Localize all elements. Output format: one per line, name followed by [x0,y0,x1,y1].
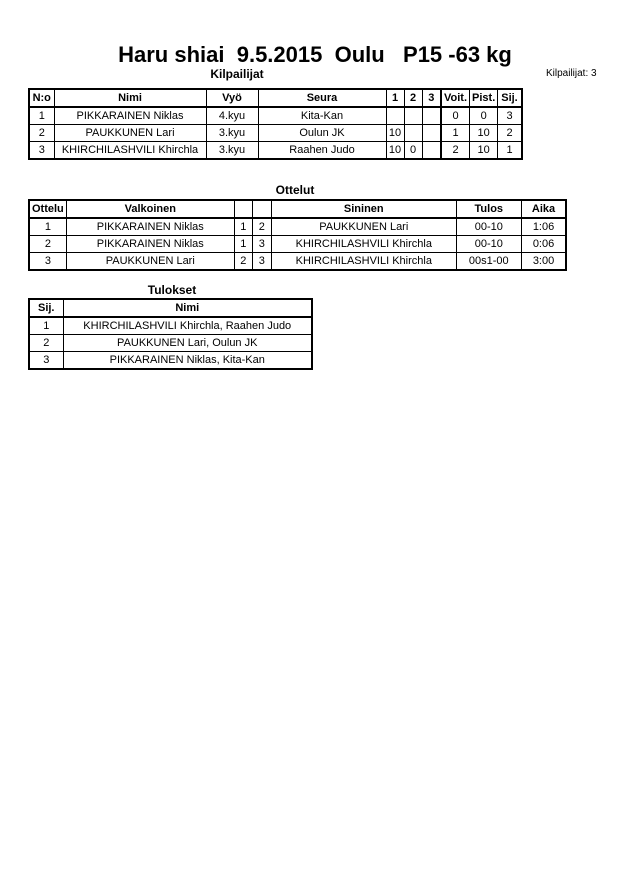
cell-valkoinen: PIKKARAINEN Niklas [65,235,235,253]
column-header-pist: Pist. [469,88,499,108]
cell-sininen: KHIRCHILASHVILI Khirchla [270,235,457,253]
cell-voit: 2 [440,141,471,160]
tulokset-header-row: Sij. Nimi [28,298,313,318]
table-row: 3 KHIRCHILASHVILI Khirchla 3.kyu Raahen … [28,141,523,160]
column-header-nimi: Nimi [53,88,207,108]
cell-round2: 0 [403,141,423,160]
column-header-round1: 1 [385,88,405,108]
column-header-round2: 2 [403,88,423,108]
cell-round3 [421,106,442,125]
tulokset-heading: Tulokset [147,283,197,297]
ottelut-header-row: Ottelu Valkoinen Sininen Tulos Aika [28,199,567,219]
column-header-tulos: Tulos [455,199,522,219]
cell-nimi: KHIRCHILASHVILI Khirchla [53,141,207,160]
cell-sij: 2 [28,334,64,352]
ottelut-table: Ottelu Valkoinen Sininen Tulos Aika 1 PI… [28,199,568,271]
cell-sij: 2 [497,124,523,142]
cell-pist: 10 [469,141,499,160]
table-row: 1 KHIRCHILASHVILI Khirchla, Raahen Judo [28,316,313,335]
column-header-voit: Voit. [440,88,471,108]
cell-blue-no: 2 [251,217,272,236]
cell-aika: 1:06 [520,217,567,236]
column-header-aika: Aika [520,199,567,219]
cell-blue-no: 3 [251,235,272,253]
column-header-ottelu: Ottelu [28,199,67,219]
table-row: 1 PIKKARAINEN Niklas 4.kyu Kita-Kan 0 0 … [28,106,523,125]
competitors-count-label: Kilpailijat: 3 [546,68,597,79]
cell-nimi: PAUKKUNEN Lari [53,124,207,142]
column-header-sininen: Sininen [270,199,457,219]
cell-voit: 1 [440,124,471,142]
tulokset-table: Sij. Nimi 1 KHIRCHILASHVILI Khirchla, Ra… [28,298,313,370]
cell-round3 [421,141,442,160]
cell-vyo: 4.kyu [205,106,259,125]
table-row: 2 PAUKKUNEN Lari 3.kyu Oulun JK 10 1 10 … [28,124,523,142]
cell-white-no: 1 [233,217,253,236]
page-title: Haru shiai 9.5.2015 Oulu P15 -63 kg [118,42,512,67]
kilpailijat-header-row: N:o Nimi Vyö Seura 1 2 3 Voit. Pist. Sij… [28,88,523,108]
table-row: 2 PAUKKUNEN Lari, Oulun JK [28,334,313,352]
cell-round2 [403,106,423,125]
cell-valkoinen: PAUKKUNEN Lari [65,252,235,271]
cell-no: 2 [28,124,55,142]
cell-pist: 0 [469,106,499,125]
cell-ottelu: 2 [28,235,67,253]
ottelut-heading: Ottelut [275,183,315,197]
cell-seura: Oulun JK [257,124,387,142]
column-header-nimi: Nimi [62,298,313,318]
cell-tulos: 00-10 [455,217,522,236]
cell-aika: 0:06 [520,235,567,253]
cell-white-no: 1 [233,235,253,253]
cell-round1: 10 [385,124,405,142]
cell-valkoinen: PIKKARAINEN Niklas [65,217,235,236]
cell-nimi: PIKKARAINEN Niklas, Kita-Kan [62,351,313,370]
cell-pist: 10 [469,124,499,142]
cell-ottelu: 1 [28,217,67,236]
column-header-sij: Sij. [28,298,64,318]
cell-round1 [385,106,405,125]
cell-vyo: 3.kyu [205,141,259,160]
column-header-vyo: Vyö [205,88,259,108]
column-header-sij: Sij. [497,88,523,108]
cell-sininen: KHIRCHILASHVILI Khirchla [270,252,457,271]
column-header-valkoinen: Valkoinen [65,199,235,219]
cell-vyo: 3.kyu [205,124,259,142]
cell-tulos: 00-10 [455,235,522,253]
column-header-white-no [233,199,253,219]
cell-aika: 3:00 [520,252,567,271]
cell-no: 3 [28,141,55,160]
table-row: 3 PIKKARAINEN Niklas, Kita-Kan [28,351,313,370]
cell-sij: 1 [497,141,523,160]
cell-sij: 3 [497,106,523,125]
column-header-seura: Seura [257,88,387,108]
table-row: 1 PIKKARAINEN Niklas 1 2 PAUKKUNEN Lari … [28,217,567,236]
cell-no: 1 [28,106,55,125]
cell-round1: 10 [385,141,405,160]
kilpailijat-heading: Kilpailijat [210,67,264,81]
cell-blue-no: 3 [251,252,272,271]
column-header-blue-no [251,199,272,219]
cell-seura: Raahen Judo [257,141,387,160]
cell-ottelu: 3 [28,252,67,271]
cell-round3 [421,124,442,142]
cell-sij: 3 [28,351,64,370]
kilpailijat-table: N:o Nimi Vyö Seura 1 2 3 Voit. Pist. Sij… [28,88,523,160]
cell-voit: 0 [440,106,471,125]
cell-round2 [403,124,423,142]
cell-nimi: KHIRCHILASHVILI Khirchla, Raahen Judo [62,316,313,335]
cell-nimi: PAUKKUNEN Lari, Oulun JK [62,334,313,352]
column-header-no: N:o [28,88,55,108]
column-header-round3: 3 [421,88,442,108]
cell-sininen: PAUKKUNEN Lari [270,217,457,236]
cell-seura: Kita-Kan [257,106,387,125]
table-row: 3 PAUKKUNEN Lari 2 3 KHIRCHILASHVILI Khi… [28,252,567,271]
cell-nimi: PIKKARAINEN Niklas [53,106,207,125]
cell-white-no: 2 [233,252,253,271]
cell-sij: 1 [28,316,64,335]
table-row: 2 PIKKARAINEN Niklas 1 3 KHIRCHILASHVILI… [28,235,567,253]
cell-tulos: 00s1-00 [455,252,522,271]
